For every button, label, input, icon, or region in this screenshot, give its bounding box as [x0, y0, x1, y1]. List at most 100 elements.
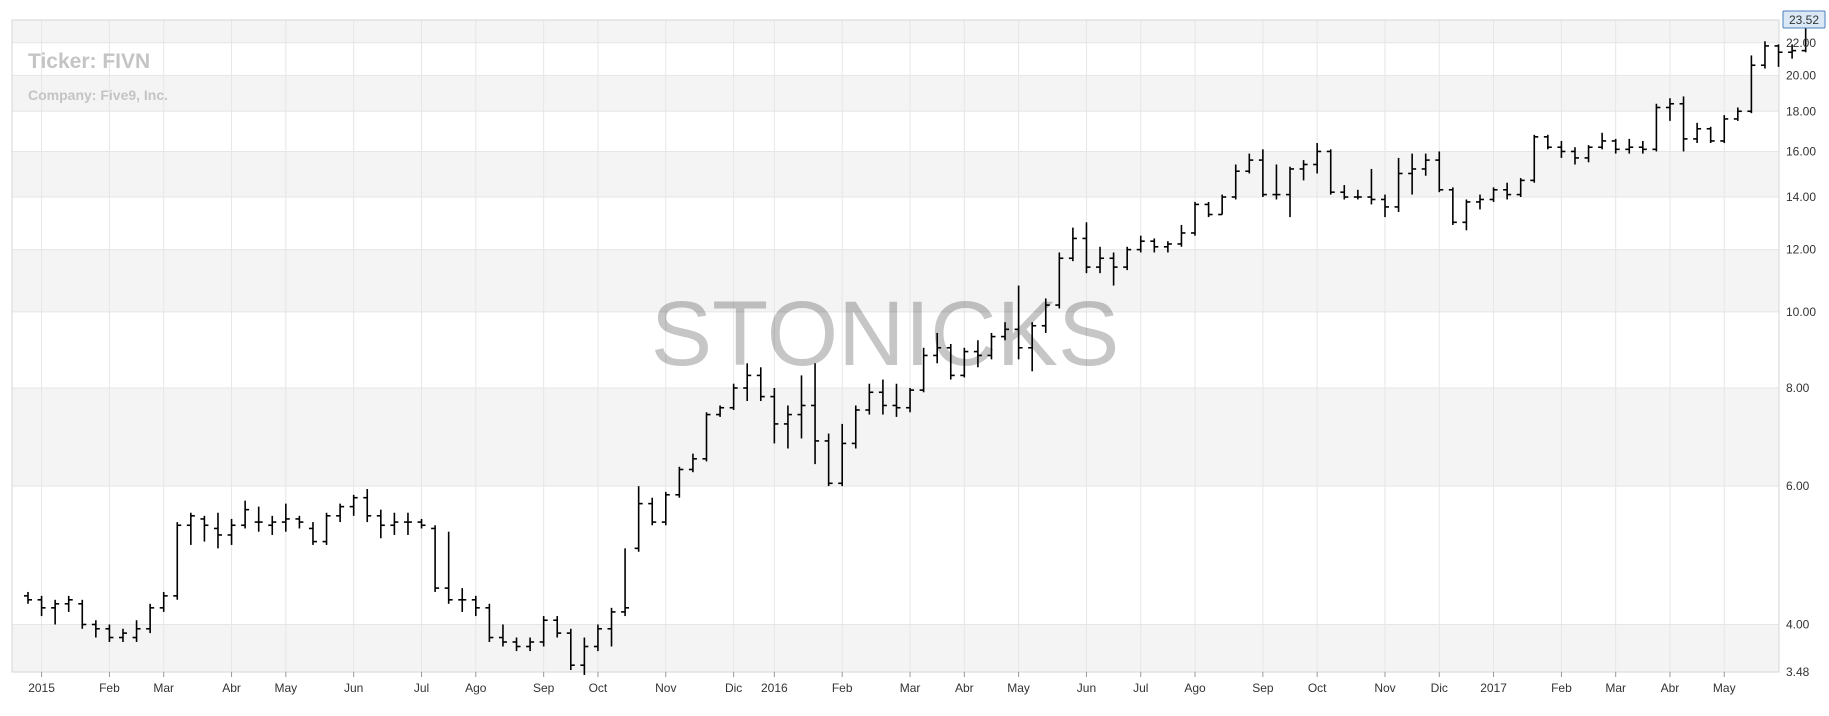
ohlc-bar [1326, 149, 1335, 195]
ohlc-bar [1516, 178, 1525, 198]
y-tick-label: 4.00 [1786, 617, 1810, 631]
ohlc-bar [1313, 143, 1322, 174]
x-tick-label: Oct [1308, 681, 1327, 695]
ohlc-bar [716, 405, 725, 417]
ohlc-bar [743, 363, 752, 402]
x-axis: 2015 Feb Mar Abr May Jun Jul Ago Sep Oct Nov Dic 201… [28, 672, 1736, 695]
ohlc-bar [376, 509, 385, 539]
ohlc-bar [797, 375, 806, 439]
x-tick-label: Jul [414, 681, 429, 695]
ohlc-bar [648, 497, 657, 526]
x-tick-label: Feb [1551, 681, 1572, 695]
ohlc-bar [512, 637, 521, 652]
x-tick-label: Ago [1184, 681, 1206, 695]
ohlc-bar [1082, 222, 1091, 274]
ohlc-bar [1055, 252, 1064, 309]
x-tick-label: 2017 [1480, 681, 1507, 695]
ohlc-bar [444, 531, 453, 604]
ohlc-bar [390, 512, 399, 535]
x-tick-label: May [274, 681, 297, 695]
last-price-text: 23.52 [1789, 13, 1819, 27]
y-tick-label: 10.00 [1786, 305, 1816, 319]
ohlc-bar [1204, 201, 1213, 218]
plot-band [12, 151, 1779, 198]
ohlc-bar [756, 367, 765, 402]
y-tick-label: 16.00 [1786, 144, 1816, 158]
ohlc-bar [213, 512, 222, 549]
ohlc-bar [1421, 153, 1430, 176]
ohlc-bar [1611, 138, 1620, 154]
plot-band [12, 624, 1779, 672]
plot-band [12, 387, 1779, 487]
ohlc-bar [1788, 44, 1797, 59]
ohlc-bar [1041, 298, 1050, 333]
ohlc-bar [1706, 126, 1715, 144]
ohlc-bar [1272, 164, 1281, 200]
ohlc-bar [946, 344, 955, 380]
ohlc-bar [471, 595, 480, 617]
ohlc-bar [268, 515, 277, 535]
ohlc-bar [634, 486, 643, 552]
ohlc-bar [105, 624, 114, 642]
ohlc-bar [1231, 164, 1240, 200]
ohlc-bar [1299, 160, 1308, 181]
plot-band [12, 75, 1779, 112]
ohlc-bar [1218, 194, 1227, 216]
ohlc-bar [254, 506, 263, 532]
x-tick-label: Sep [533, 681, 555, 695]
ohlc-bar [960, 347, 969, 378]
x-tick-label: Mar [1605, 681, 1626, 695]
ohlc-bar [1652, 103, 1661, 152]
ohlc-bar [1163, 241, 1172, 253]
x-tick-label: Jun [1077, 681, 1096, 695]
company-label: Company: Five9, Inc. [28, 87, 169, 103]
ohlc-bar [146, 603, 155, 634]
ohlc-bar [1353, 189, 1362, 200]
ohlc-bar [607, 607, 616, 647]
ohlc-bar [78, 599, 87, 629]
ohlc-bar [1448, 187, 1457, 225]
x-tick-label: Mar [900, 681, 921, 695]
x-tick-label: Nov [655, 681, 676, 695]
ohlc-bar [824, 433, 833, 487]
ohlc-bar [729, 383, 738, 410]
ohlc-bar [1530, 134, 1539, 183]
ohlc-bar [173, 522, 182, 600]
ohlc-bar [132, 620, 141, 642]
ohlc-bar [987, 332, 996, 360]
ohlc-bar [783, 405, 792, 449]
last-price-box [1782, 10, 1826, 29]
y-tick-label: 14.00 [1786, 190, 1816, 204]
x-tick-label: Dic [725, 681, 742, 695]
ohlc-bar [593, 624, 602, 652]
ohlc-bar [159, 591, 168, 612]
ohlc-bar [892, 383, 901, 417]
x-tick-label: Oct [589, 681, 608, 695]
ohlc-bar [566, 628, 575, 671]
ohlc-bar [1475, 194, 1484, 210]
ohlc-bar [973, 340, 982, 368]
ohlc-bar [539, 616, 548, 647]
x-tick-label: Sep [1252, 681, 1274, 695]
ohlc-bar [865, 383, 874, 415]
x-tick-label: Ago [465, 681, 487, 695]
ohlc-bar [485, 603, 494, 642]
y-tick-label: 20.00 [1786, 68, 1816, 82]
x-tick-label: Abr [222, 681, 241, 695]
ohlc-bar [1489, 187, 1498, 202]
ohlc-bar [1245, 153, 1254, 174]
ohlc-bar [227, 518, 236, 545]
x-tick-label: 2016 [761, 681, 788, 695]
ohlc-bar [1570, 147, 1579, 165]
ohlc-bar [91, 620, 100, 638]
plot-gridlines [12, 20, 1779, 673]
ohlc-bar [241, 500, 250, 529]
y-tick-label: 8.00 [1786, 381, 1810, 395]
ohlc-bar [1068, 227, 1077, 262]
ohlc-bar [1014, 285, 1023, 360]
x-tick-label: 2015 [28, 681, 55, 695]
plot-area-border [11, 19, 1780, 673]
ohlc-bar [1381, 194, 1389, 218]
ohlc-bar [1774, 44, 1783, 67]
ohlc-bar [349, 494, 358, 516]
